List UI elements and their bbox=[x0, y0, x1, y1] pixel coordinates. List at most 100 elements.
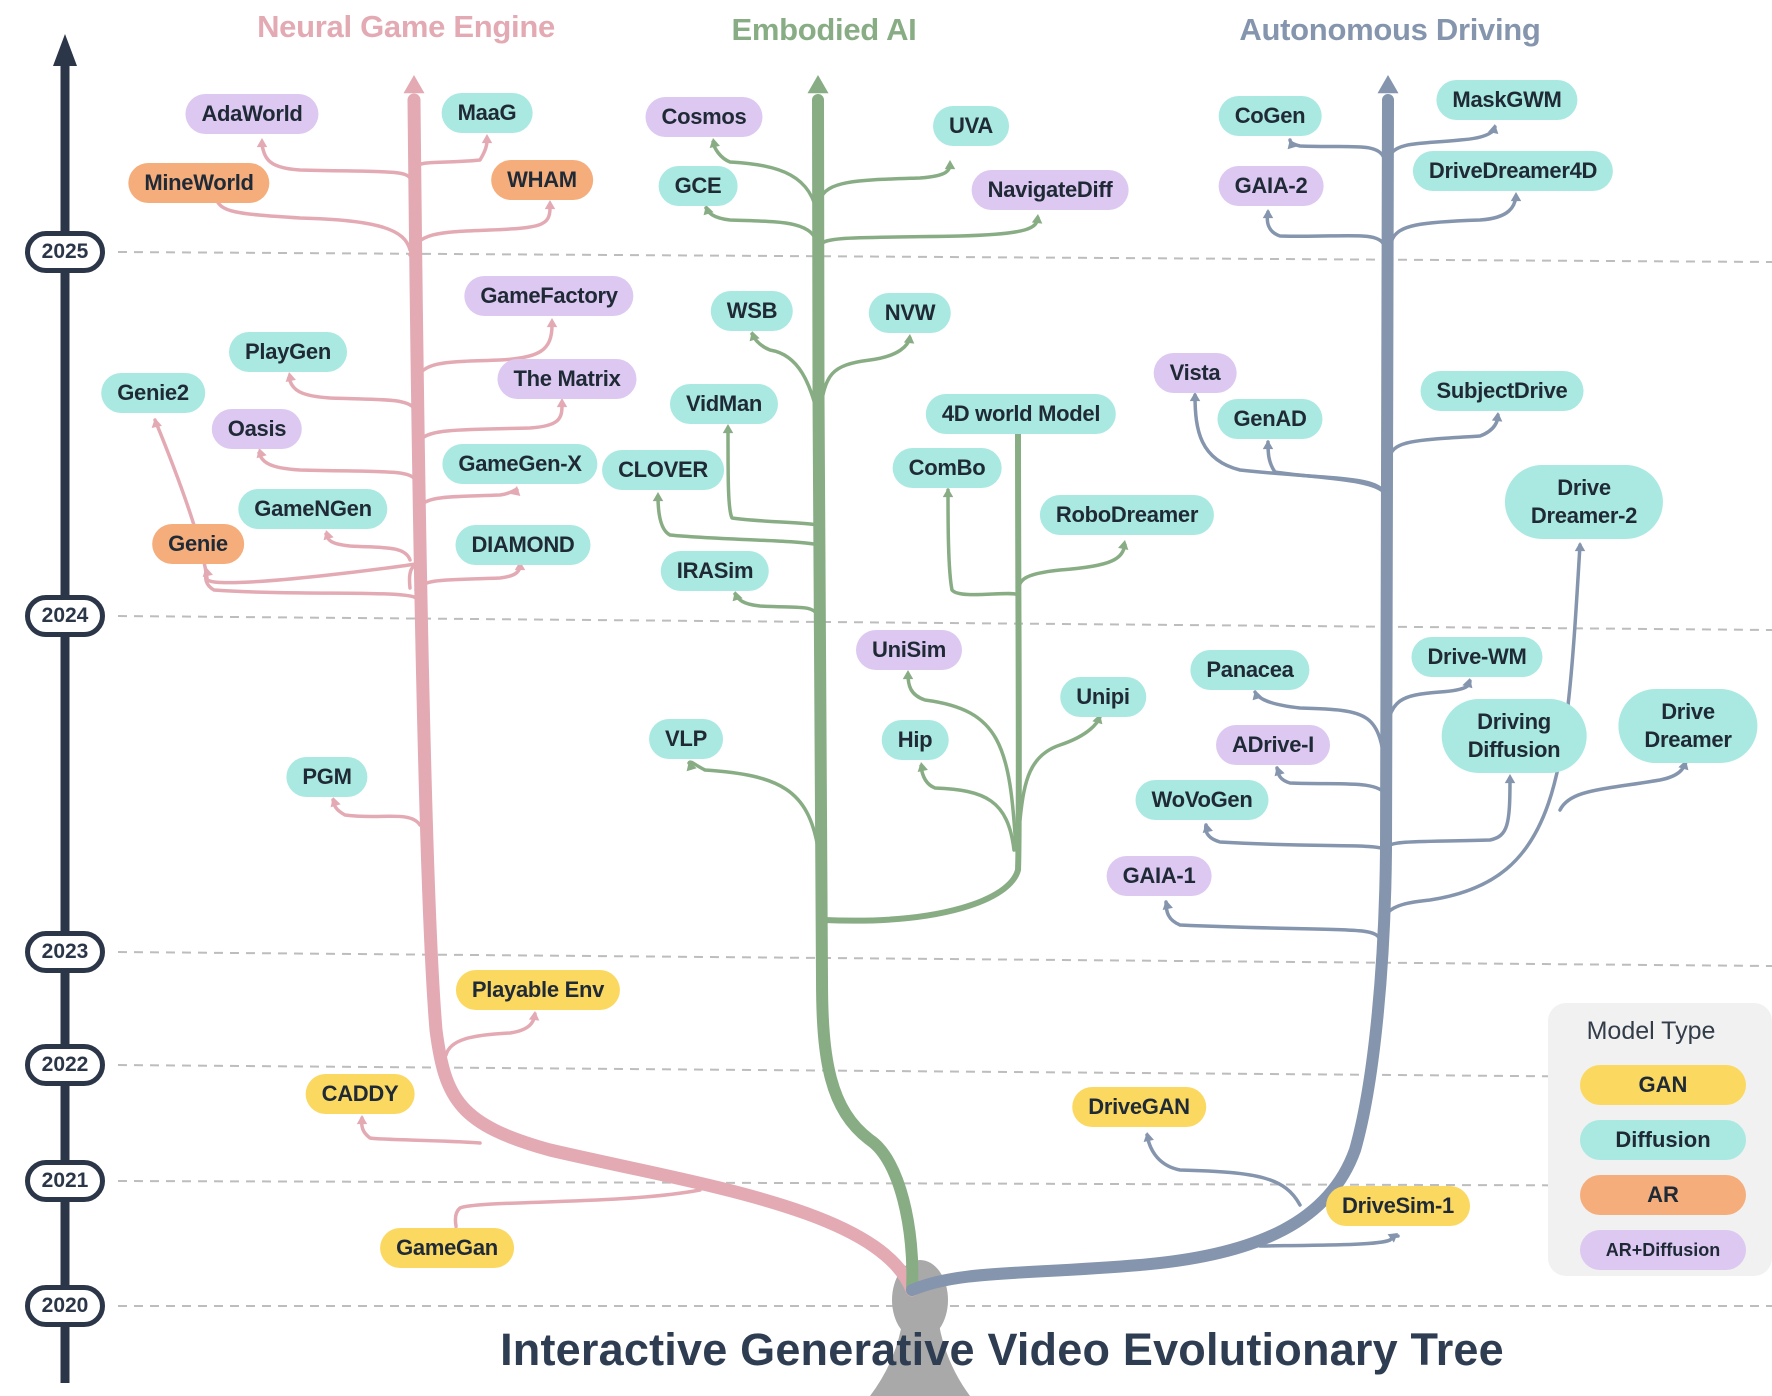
main-arrowhead bbox=[807, 75, 829, 94]
branch-title-neural-game-engine: Neural Game Engine bbox=[257, 9, 555, 44]
legend-title: Model Type bbox=[1586, 1017, 1716, 1045]
branch-line bbox=[408, 206, 552, 257]
branch-line bbox=[416, 403, 564, 444]
arrowhead bbox=[356, 1115, 368, 1125]
arrowhead bbox=[1031, 214, 1043, 224]
branch-line bbox=[946, 488, 1020, 597]
main-arrowhead bbox=[403, 75, 425, 94]
arrowhead bbox=[1202, 823, 1213, 833]
arrowhead bbox=[652, 492, 664, 502]
model-node: GAIA-2 bbox=[1218, 166, 1324, 206]
arrowhead bbox=[151, 418, 162, 428]
model-node: UVA bbox=[933, 106, 1009, 146]
branch-line bbox=[1018, 715, 1102, 822]
year-gridline bbox=[117, 615, 1772, 631]
branch-line bbox=[203, 568, 418, 600]
model-node: GCE bbox=[658, 166, 738, 206]
arrowhead bbox=[917, 762, 928, 772]
arrowhead bbox=[256, 138, 268, 148]
model-node: MineWorld bbox=[128, 163, 270, 203]
arrowhead bbox=[285, 372, 296, 382]
arrowhead bbox=[732, 591, 743, 602]
arrowhead bbox=[902, 670, 914, 680]
model-node: PlayGen bbox=[229, 332, 347, 372]
branch-line bbox=[818, 336, 912, 412]
model-node: WoVoGen bbox=[1135, 780, 1269, 820]
model-node: GameGan bbox=[380, 1228, 514, 1268]
arrowhead bbox=[1262, 440, 1274, 450]
model-node: GAIA-1 bbox=[1106, 856, 1212, 896]
arrowhead bbox=[1462, 678, 1473, 689]
model-node: The Matrix bbox=[497, 359, 637, 399]
arrowhead bbox=[528, 1011, 540, 1021]
branch-line bbox=[1016, 543, 1127, 597]
model-node: DriveDreamer4D bbox=[1412, 151, 1614, 191]
year-gridline bbox=[117, 1064, 1772, 1079]
legend: Model Type GAN Diffusion AR AR+Diffusion bbox=[1548, 1003, 1772, 1276]
branch-line bbox=[704, 206, 820, 247]
arrowhead bbox=[686, 761, 697, 772]
branch-line bbox=[656, 494, 820, 547]
model-node: Genie bbox=[152, 524, 244, 564]
arrowhead bbox=[330, 797, 341, 808]
model-node: Genie2 bbox=[101, 373, 205, 413]
arrowhead bbox=[514, 561, 526, 571]
branch-line bbox=[1145, 1133, 1302, 1207]
model-node: NVW bbox=[868, 293, 952, 333]
arrowhead bbox=[722, 424, 734, 434]
tree-trunk bbox=[870, 1290, 970, 1396]
branch-line bbox=[1388, 413, 1500, 457]
main-arrowhead bbox=[1377, 75, 1399, 94]
branch-title-embodied-ai: Embodied AI bbox=[731, 12, 917, 47]
year-gridline bbox=[117, 1180, 1772, 1187]
arrowhead bbox=[510, 486, 521, 496]
year-gridline bbox=[117, 251, 1772, 263]
arrowhead bbox=[1274, 766, 1285, 777]
model-node: CLOVER bbox=[602, 450, 724, 490]
branch-line bbox=[1203, 823, 1388, 852]
model-node: GameFactory bbox=[464, 276, 634, 316]
branch-line bbox=[214, 196, 412, 252]
arrowhead bbox=[1574, 542, 1586, 552]
model-node: CoGen bbox=[1218, 96, 1322, 136]
model-node: DriveGAN bbox=[1072, 1087, 1206, 1127]
model-node: CADDY bbox=[305, 1074, 415, 1114]
main-branch-neural-game-engine bbox=[407, 93, 919, 1297]
branch-line bbox=[733, 592, 820, 617]
year-marker-2025: 2025 bbox=[25, 231, 105, 273]
model-node: DIAMOND bbox=[455, 525, 591, 565]
branch-line bbox=[1288, 138, 1386, 160]
arrowhead bbox=[1162, 900, 1173, 910]
model-node: MaskGWM bbox=[1436, 80, 1578, 120]
legend-item-ar: AR bbox=[1580, 1175, 1746, 1215]
model-node: ADrive-I bbox=[1216, 725, 1330, 765]
branch-line bbox=[1266, 440, 1388, 497]
arrowhead bbox=[1262, 209, 1274, 219]
branch-line bbox=[412, 138, 489, 170]
year-marker-2020: 2020 bbox=[25, 1285, 105, 1327]
branch-line bbox=[1384, 543, 1582, 917]
legend-item-diffusion: Diffusion bbox=[1580, 1120, 1746, 1160]
branch-line bbox=[818, 216, 1040, 247]
model-node: WSB bbox=[710, 291, 794, 331]
branch-line bbox=[414, 487, 519, 512]
arrowhead bbox=[942, 488, 954, 498]
branch-line bbox=[287, 376, 416, 410]
model-node: NavigateDiff bbox=[971, 170, 1129, 210]
branch-line bbox=[750, 332, 820, 417]
arrowhead bbox=[749, 331, 760, 342]
model-node: Drive-WM bbox=[1411, 637, 1543, 677]
arrowhead bbox=[1189, 392, 1201, 402]
year-marker-2023: 2023 bbox=[25, 931, 105, 973]
branch-line bbox=[1275, 766, 1388, 797]
arrowhead bbox=[903, 334, 915, 344]
model-node: VidMan bbox=[669, 384, 779, 424]
branch-line bbox=[818, 162, 952, 202]
branch-line bbox=[919, 764, 1016, 852]
model-node: SubjectDrive bbox=[1420, 371, 1584, 411]
year-gridline bbox=[117, 951, 1772, 967]
branch-line bbox=[453, 1188, 702, 1228]
branch-line bbox=[260, 143, 412, 180]
branch-line bbox=[331, 798, 422, 827]
branch-line bbox=[414, 323, 554, 382]
